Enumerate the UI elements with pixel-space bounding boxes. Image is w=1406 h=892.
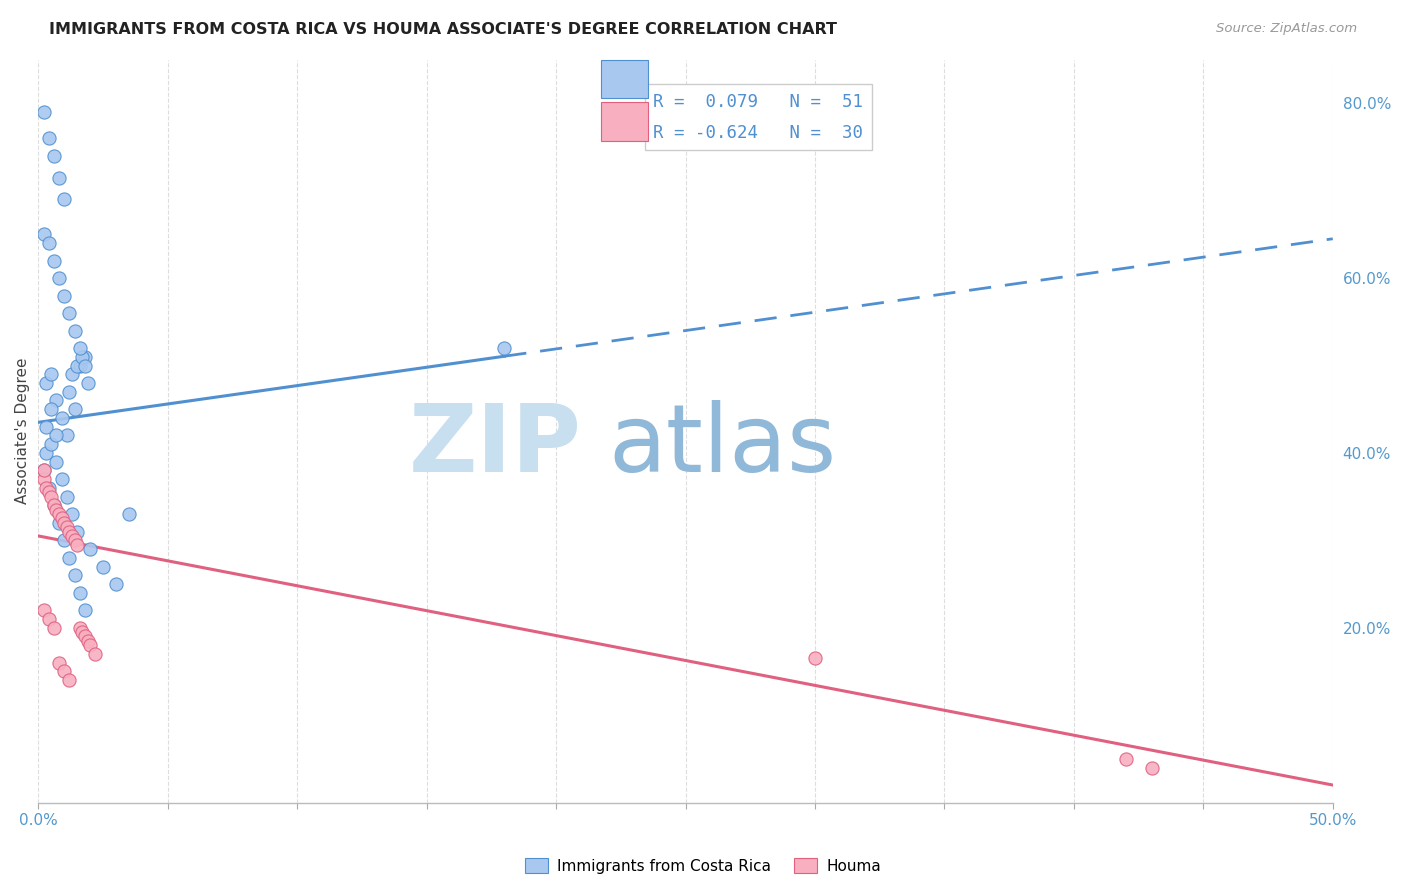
Point: [39, 402, 62, 417]
Point: [69, 586, 91, 600]
Point: [76, 376, 98, 390]
Point: [53, 288, 76, 302]
Point: [91, 559, 114, 574]
Point: [48, 516, 70, 530]
Point: [60, 529, 83, 543]
Point: [56, 428, 79, 442]
Point: [48, 656, 70, 670]
Point: [66, 524, 89, 539]
Text: R =  0.079   N =  51
R = -0.624   N =  30: R = 0.079 N = 51 R = -0.624 N = 30: [654, 93, 863, 142]
Point: [51, 511, 73, 525]
Point: [494, 341, 516, 355]
Point: [39, 437, 62, 451]
Point: [76, 633, 98, 648]
Point: [73, 630, 96, 644]
Point: [1115, 752, 1137, 766]
Point: [105, 577, 128, 591]
Point: [72, 350, 94, 364]
Text: Source: ZipAtlas.com: Source: ZipAtlas.com: [1216, 22, 1357, 36]
Point: [45, 502, 67, 516]
Point: [84, 647, 107, 661]
Point: [35, 481, 58, 495]
Point: [73, 350, 96, 364]
Point: [32, 463, 55, 477]
Point: [58, 673, 80, 688]
Point: [38, 485, 60, 500]
FancyBboxPatch shape: [602, 102, 648, 141]
Point: [38, 131, 60, 145]
Text: atlas: atlas: [607, 400, 837, 491]
Point: [1140, 760, 1163, 774]
Point: [79, 638, 101, 652]
Point: [69, 621, 91, 635]
Point: [39, 490, 62, 504]
Point: [53, 516, 76, 530]
Point: [66, 359, 89, 373]
Point: [32, 472, 55, 486]
Legend: Immigrants from Costa Rica, Houma: Immigrants from Costa Rica, Houma: [519, 852, 887, 880]
Point: [38, 612, 60, 626]
Point: [63, 568, 86, 582]
Point: [35, 419, 58, 434]
Point: [38, 481, 60, 495]
Point: [63, 324, 86, 338]
Point: [32, 105, 55, 120]
Point: [42, 499, 65, 513]
Point: [56, 490, 79, 504]
Point: [42, 149, 65, 163]
Point: [60, 368, 83, 382]
Point: [39, 368, 62, 382]
Point: [35, 446, 58, 460]
Point: [118, 507, 141, 521]
Point: [58, 550, 80, 565]
Point: [42, 621, 65, 635]
Point: [56, 520, 79, 534]
Point: [53, 533, 76, 548]
Y-axis label: Associate's Degree: Associate's Degree: [15, 358, 30, 504]
Point: [72, 625, 94, 640]
Point: [42, 499, 65, 513]
Point: [60, 507, 83, 521]
Point: [69, 341, 91, 355]
Point: [79, 542, 101, 557]
Point: [45, 393, 67, 408]
Point: [53, 665, 76, 679]
Point: [53, 193, 76, 207]
Point: [48, 170, 70, 185]
Text: IMMIGRANTS FROM COSTA RICA VS HOUMA ASSOCIATE'S DEGREE CORRELATION CHART: IMMIGRANTS FROM COSTA RICA VS HOUMA ASSO…: [49, 22, 837, 37]
Point: [51, 472, 73, 486]
Point: [45, 455, 67, 469]
Point: [58, 384, 80, 399]
Point: [38, 236, 60, 251]
Point: [45, 428, 67, 442]
Point: [51, 411, 73, 425]
Point: [32, 227, 55, 242]
Point: [63, 402, 86, 417]
Point: [63, 533, 86, 548]
Point: [73, 603, 96, 617]
Point: [32, 463, 55, 477]
Point: [73, 359, 96, 373]
Point: [42, 253, 65, 268]
Point: [48, 271, 70, 285]
Point: [58, 306, 80, 320]
Point: [32, 603, 55, 617]
Point: [58, 524, 80, 539]
FancyBboxPatch shape: [602, 60, 648, 98]
Point: [48, 507, 70, 521]
Point: [66, 538, 89, 552]
Point: [804, 651, 827, 665]
Text: ZIP: ZIP: [409, 400, 582, 491]
Point: [69, 359, 91, 373]
Point: [35, 376, 58, 390]
